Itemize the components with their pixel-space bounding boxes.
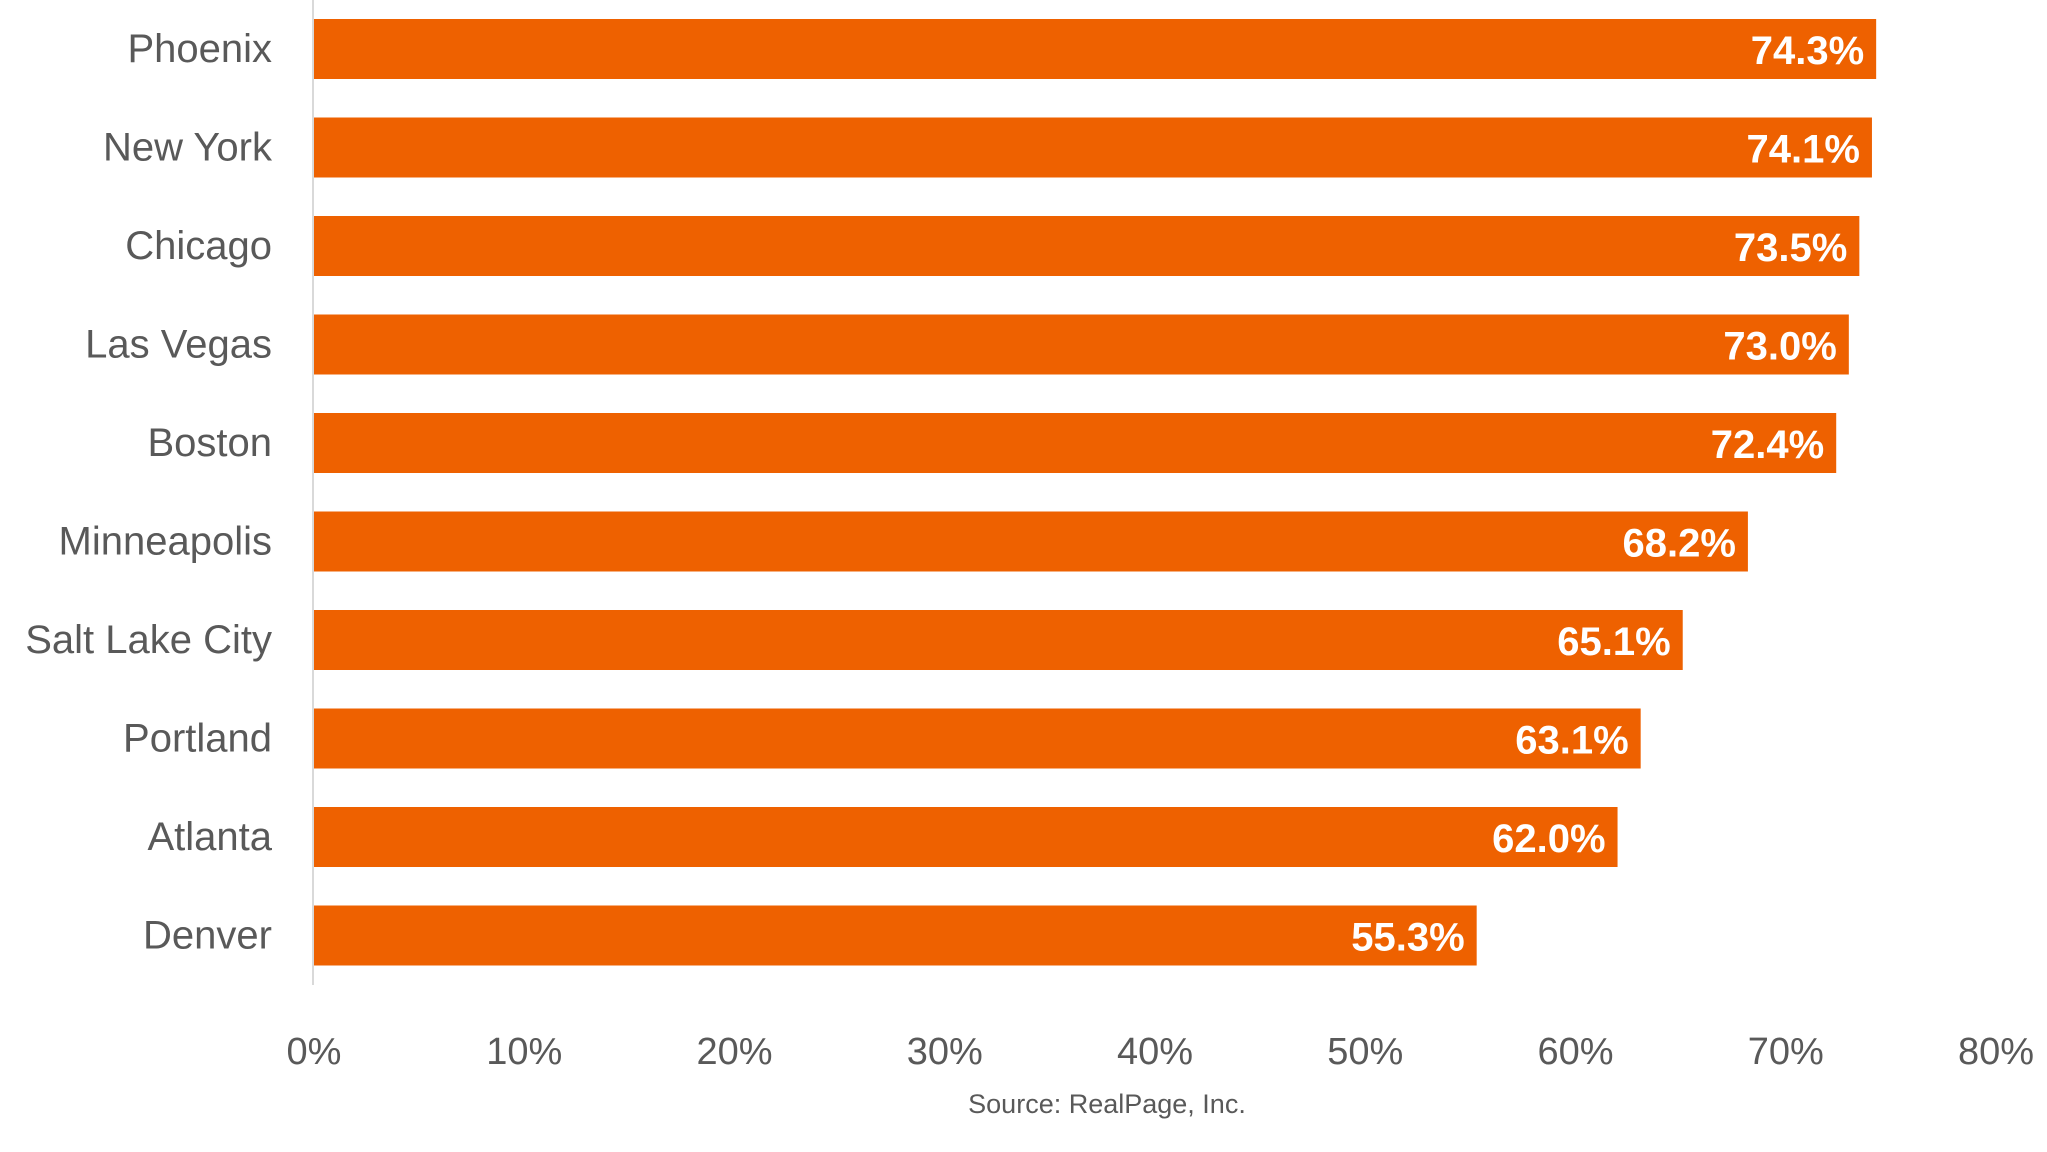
data-label: 55.3% [1351, 916, 1464, 960]
x-tick-label: 50% [1327, 1031, 1403, 1073]
data-labels: 74.3% 74.1% 73.5% 73.0% 72.4% 68.2% 65.1% 63.1%… [1351, 29, 1864, 960]
x-tick-label: 20% [696, 1031, 772, 1073]
bar-phoenix [314, 19, 1877, 79]
data-label: 73.5% [1734, 226, 1847, 270]
bar-boston [314, 413, 1837, 473]
x-tick-label: 80% [1958, 1031, 2034, 1073]
bar-las-vegas [314, 314, 1849, 375]
bar-minneapolis [314, 511, 1748, 572]
data-label: 72.4% [1711, 423, 1824, 467]
x-tick-label: 10% [486, 1031, 562, 1073]
category-label: Phoenix [127, 27, 272, 71]
source-note: Source: RealPage, Inc. [968, 1089, 1246, 1119]
category-label: Salt Lake City [25, 618, 272, 662]
category-labels: Phoenix New York Chicago Las Vegas Boston Min… [25, 27, 273, 958]
bar-chicago [314, 216, 1860, 276]
data-label: 62.0% [1492, 817, 1605, 861]
bar-atlanta [314, 807, 1618, 867]
bar-salt-lake-city [314, 610, 1683, 670]
data-label: 74.3% [1751, 29, 1864, 73]
x-tick-label: 0% [287, 1031, 342, 1073]
x-tick-label: 60% [1537, 1031, 1613, 1073]
category-label: Boston [147, 421, 272, 465]
data-label: 63.1% [1515, 719, 1628, 763]
category-label: Portland [123, 717, 272, 761]
bar-denver [314, 905, 1477, 966]
category-label: New York [103, 126, 273, 170]
data-label: 65.1% [1557, 620, 1670, 664]
x-tick-label: 40% [1117, 1031, 1193, 1073]
bar-portland [314, 708, 1641, 769]
category-label: Las Vegas [85, 323, 272, 367]
x-tick-label: 70% [1748, 1031, 1824, 1073]
data-label: 68.2% [1622, 522, 1735, 566]
bar-new-york [314, 117, 1872, 178]
x-axis-ticks: 0% 10% 20% 30% 40% 50% 60% 70% 80% [287, 1031, 2034, 1073]
category-label: Chicago [125, 224, 272, 268]
category-label: Denver [143, 914, 272, 958]
data-label: 74.1% [1747, 128, 1860, 172]
category-label: Minneapolis [59, 520, 272, 564]
x-tick-label: 30% [907, 1031, 983, 1073]
bars-layer [314, 19, 1877, 966]
data-label: 73.0% [1723, 325, 1836, 369]
category-label: Atlanta [147, 815, 272, 859]
